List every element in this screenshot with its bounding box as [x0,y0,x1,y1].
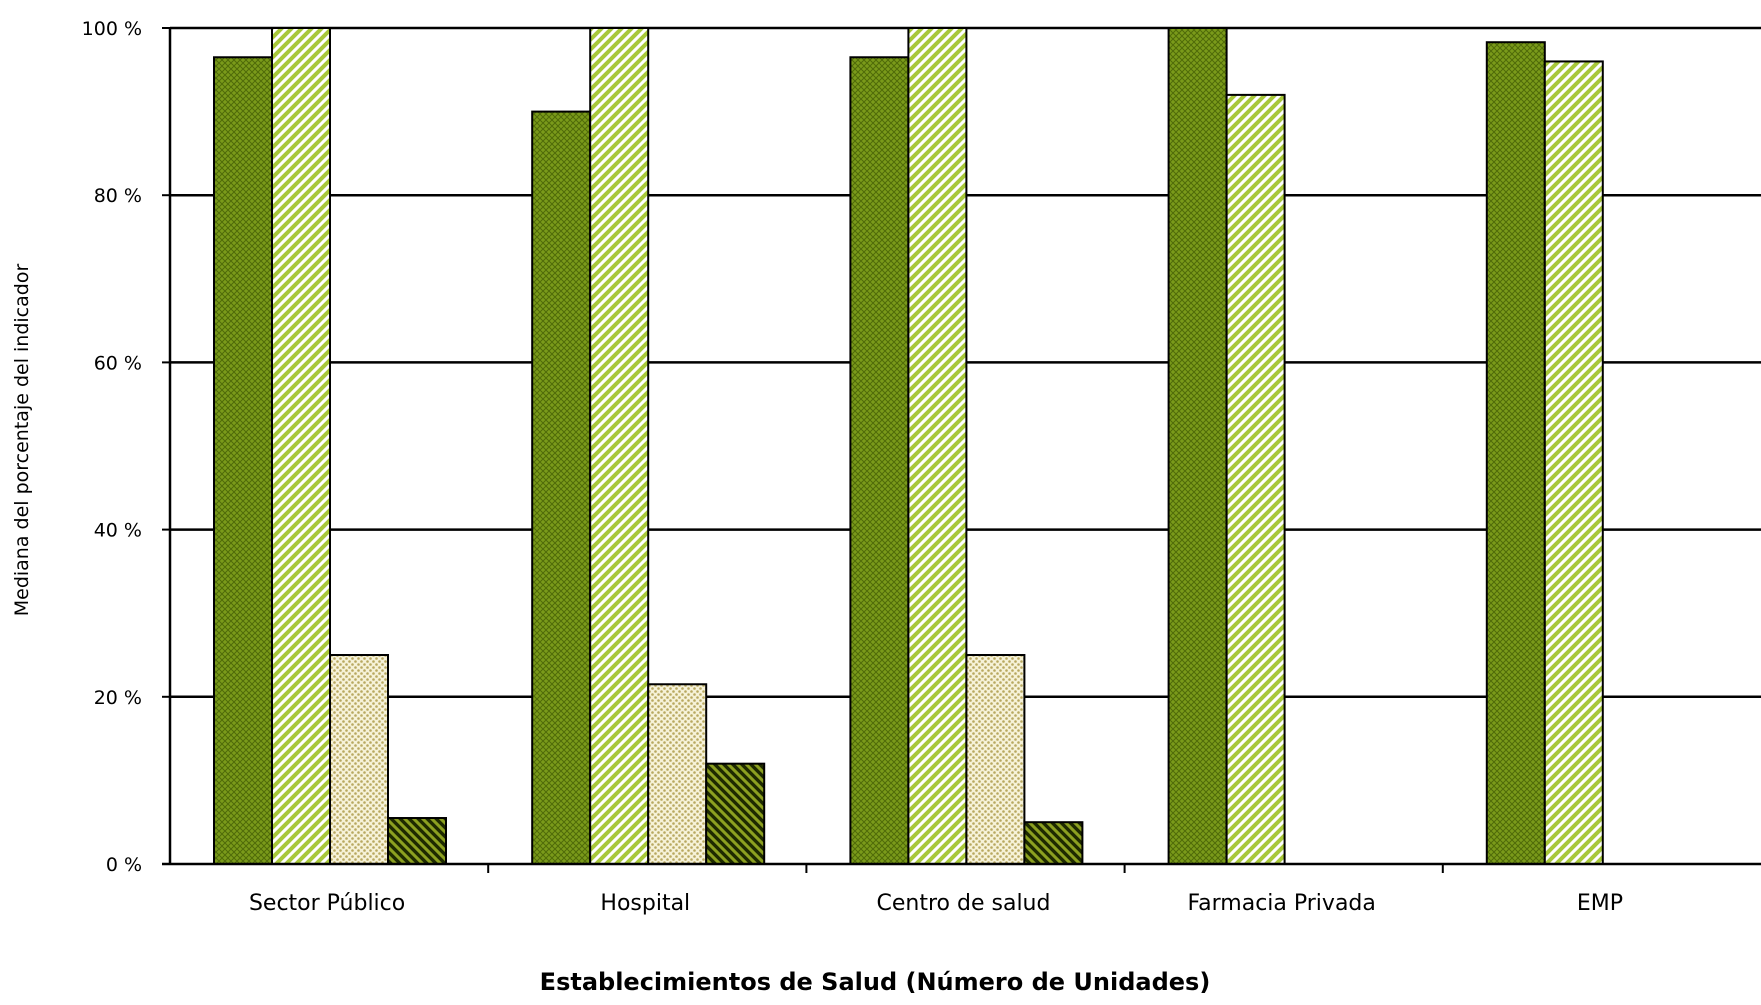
bar-4-0 [1485,41,1546,866]
bar-0-1 [271,27,331,865]
x-axis-title: Establecimientos de Salud (Número de Uni… [540,968,1211,996]
bar-3-1 [1225,93,1286,865]
y-tick-label: 0 % [106,854,142,876]
y-axis-title: Mediana del porcentaje del indicador [11,264,33,617]
bar-2-1 [907,27,968,865]
y-tick-label: 20 % [94,687,142,709]
bar-1-3 [705,762,766,865]
x-tick-label: Farmacia Privada [1188,891,1376,916]
axes [162,27,1761,873]
bar-0-2 [329,654,389,865]
bar-3-0 [1167,27,1228,865]
bar-1-2 [647,683,708,866]
bar-2-0 [849,56,910,865]
x-tick-label: EMP [1577,891,1623,916]
bar-1-0 [531,110,592,866]
x-tick-label: Centro de salud [877,891,1051,916]
y-tick-label: 80 % [94,185,142,207]
x-tick-label: Hospital [600,891,690,916]
y-tick-label: 40 % [94,520,142,542]
bar-2-2 [965,654,1026,865]
bar-4-1 [1543,60,1604,865]
bar-1-1 [589,27,650,865]
y-tick-label: 100 % [82,18,142,40]
bar-2-3 [1023,821,1084,866]
x-tick-label: Sector Público [249,891,405,916]
bar-0-3 [387,817,447,866]
y-tick-label: 60 % [94,352,142,374]
tick-labels: 0 % 20 % 40 % 60 % 80 % 100 % Sector Público Ho… [82,18,1623,916]
bars [213,27,1604,866]
bar-0-0 [213,56,273,865]
